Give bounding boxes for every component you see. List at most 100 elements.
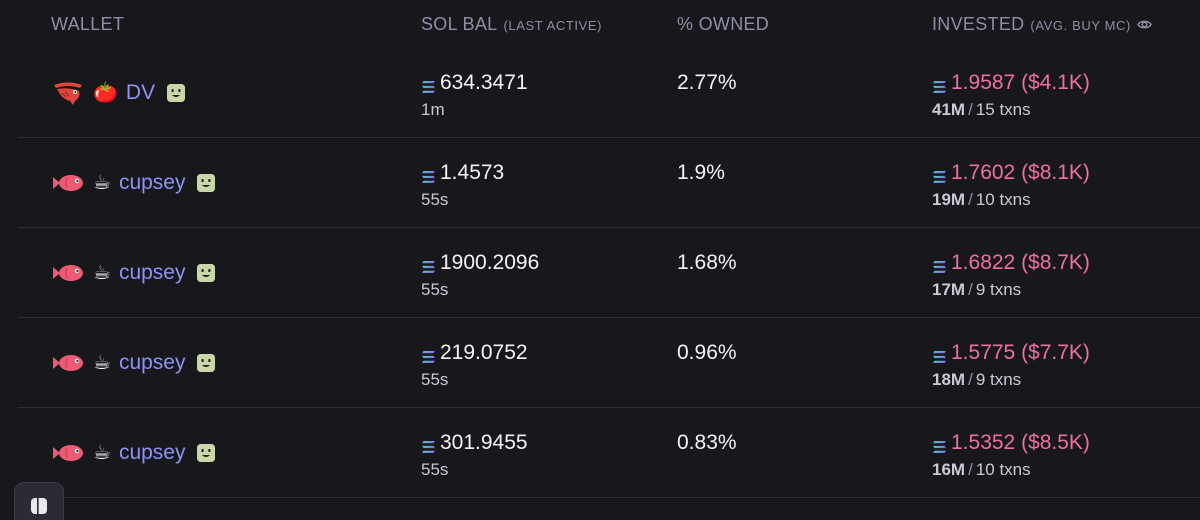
separator-slash: / <box>968 370 973 389</box>
fish-icon <box>51 169 85 197</box>
sol-balance-value: 1900.2096 <box>440 251 540 274</box>
sol-balance-value: 301.9455 <box>440 431 528 454</box>
fish-icon <box>51 349 85 377</box>
face-badge-icon <box>197 354 216 372</box>
sol-balance-cell: 634.3471 1m <box>421 70 528 120</box>
table-row[interactable]: ☕ cupsey <box>0 138 1200 228</box>
fish-icon <box>51 259 85 287</box>
sol-balance: 1.4573 <box>421 160 504 186</box>
sol-balance-cell: 1.4573 55s <box>421 160 504 210</box>
table-row[interactable]: 🍅 DV <box>0 48 1200 138</box>
wallet-cell: ☕ cupsey <box>51 138 216 228</box>
sidebar-toggle-button[interactable] <box>14 482 64 520</box>
solana-icon <box>421 76 436 93</box>
row-divider <box>18 317 1200 318</box>
invested-amount: 1.9587 ($4.1K) <box>932 70 1090 96</box>
solana-icon <box>421 166 436 183</box>
solana-icon <box>932 166 947 183</box>
solana-icon <box>421 436 436 453</box>
invested-cell: 1.6822 ($8.7K) 17M/9 txns <box>932 250 1090 300</box>
wallet-cell: ☕ cupsey <box>51 318 216 408</box>
holders-table: WALLET SOL BAL (LAST ACTIVE) % OWNED INV… <box>0 0 1200 498</box>
solana-icon <box>421 346 436 363</box>
row-divider <box>18 407 1200 408</box>
fish-icon <box>51 439 85 467</box>
row-divider <box>18 497 1200 498</box>
solana-icon <box>932 256 947 273</box>
invested-amount: 1.5775 ($7.7K) <box>932 340 1090 366</box>
sidebar-panel-icon <box>30 497 48 515</box>
invested-value: 1.5352 ($8.5K) <box>951 431 1090 454</box>
avg-buy-mc: 16M <box>932 460 966 479</box>
sol-balance: 634.3471 <box>421 70 528 96</box>
column-header-invested[interactable]: INVESTED (AVG. BUY MC) <box>932 14 1152 35</box>
sol-balance-cell: 219.0752 55s <box>421 340 528 390</box>
wallet-cell: 🍅 DV <box>51 48 186 138</box>
invested-value: 1.5775 ($7.7K) <box>951 341 1090 364</box>
solana-icon <box>421 256 436 273</box>
column-header-sol-bal-sub: (LAST ACTIVE) <box>503 18 603 33</box>
column-header-wallet-label: WALLET <box>51 14 125 34</box>
wallet-name-link[interactable]: cupsey <box>118 441 186 464</box>
sol-balance: 301.9455 <box>421 430 528 456</box>
avg-buy-mc: 19M <box>932 190 966 209</box>
column-header-owned[interactable]: % OWNED <box>677 14 769 35</box>
wallet-cell: ☕ cupsey <box>51 408 216 498</box>
sol-balance-value: 1.4573 <box>440 161 505 184</box>
percent-owned: 1.68% <box>677 251 737 274</box>
table-header: WALLET SOL BAL (LAST ACTIVE) % OWNED INV… <box>0 0 1200 48</box>
row-divider <box>18 137 1200 138</box>
percent-owned: 0.96% <box>677 341 737 364</box>
sol-balance-cell: 1900.2096 55s <box>421 250 539 300</box>
column-header-invested-label: INVESTED <box>932 14 1025 34</box>
sol-balance: 219.0752 <box>421 340 528 366</box>
sol-balance: 1900.2096 <box>421 250 539 276</box>
face-badge-icon <box>197 264 216 282</box>
avg-buy-mc-line: 41M/15 txns <box>932 100 1090 120</box>
table-row[interactable]: ☕ cupsey <box>0 318 1200 408</box>
invested-cell: 1.7602 ($8.1K) 19M/10 txns <box>932 160 1090 210</box>
face-badge-icon <box>197 174 216 192</box>
avg-buy-mc: 17M <box>932 280 966 299</box>
invested-amount: 1.7602 ($8.1K) <box>932 160 1090 186</box>
last-active: 55s <box>421 280 449 299</box>
avg-buy-mc-line: 19M/10 txns <box>932 190 1090 210</box>
avg-buy-mc-line: 18M/9 txns <box>932 370 1090 390</box>
wallet-name-link[interactable]: cupsey <box>118 261 186 284</box>
sol-balance-value: 219.0752 <box>440 341 528 364</box>
separator-slash: / <box>968 460 973 479</box>
avg-buy-mc-line: 17M/9 txns <box>932 280 1090 300</box>
percent-owned: 1.9% <box>677 161 725 184</box>
wallet-name-link[interactable]: cupsey <box>118 171 186 194</box>
wallet-name-link[interactable]: DV <box>125 81 156 104</box>
face-badge-icon <box>197 444 216 462</box>
invested-value: 1.7602 ($8.1K) <box>951 161 1090 184</box>
avg-buy-mc: 41M <box>932 100 966 119</box>
txn-count: 9 txns <box>975 280 1022 299</box>
wallet-name-link[interactable]: cupsey <box>118 351 186 374</box>
solana-icon <box>932 436 947 453</box>
wallet-emoji: ☕ <box>93 442 111 464</box>
invested-cell: 1.5775 ($7.7K) 18M/9 txns <box>932 340 1090 390</box>
face-badge-icon <box>167 84 186 102</box>
table-body: 🍅 DV <box>0 48 1200 498</box>
column-header-wallet[interactable]: WALLET <box>51 14 124 35</box>
separator-slash: / <box>968 190 973 209</box>
solana-icon <box>932 346 947 363</box>
shrimp-icon <box>51 79 85 107</box>
sol-balance-cell: 301.9455 55s <box>421 430 528 480</box>
table-row[interactable]: ☕ cupsey <box>0 228 1200 318</box>
eye-icon[interactable] <box>1137 16 1152 31</box>
column-header-sol-bal[interactable]: SOL BAL (LAST ACTIVE) <box>421 14 602 35</box>
wallet-emoji: ☕ <box>93 172 111 194</box>
last-active: 55s <box>421 190 449 209</box>
table-row[interactable]: ☕ cupsey <box>0 408 1200 498</box>
invested-amount: 1.5352 ($8.5K) <box>932 430 1090 456</box>
wallet-emoji: 🍅 <box>93 82 118 104</box>
solana-icon <box>932 76 947 93</box>
wallet-emoji: ☕ <box>93 262 111 284</box>
percent-owned: 0.83% <box>677 431 737 454</box>
column-header-owned-label: % OWNED <box>677 14 770 34</box>
txn-count: 10 txns <box>975 190 1031 209</box>
row-divider <box>18 227 1200 228</box>
